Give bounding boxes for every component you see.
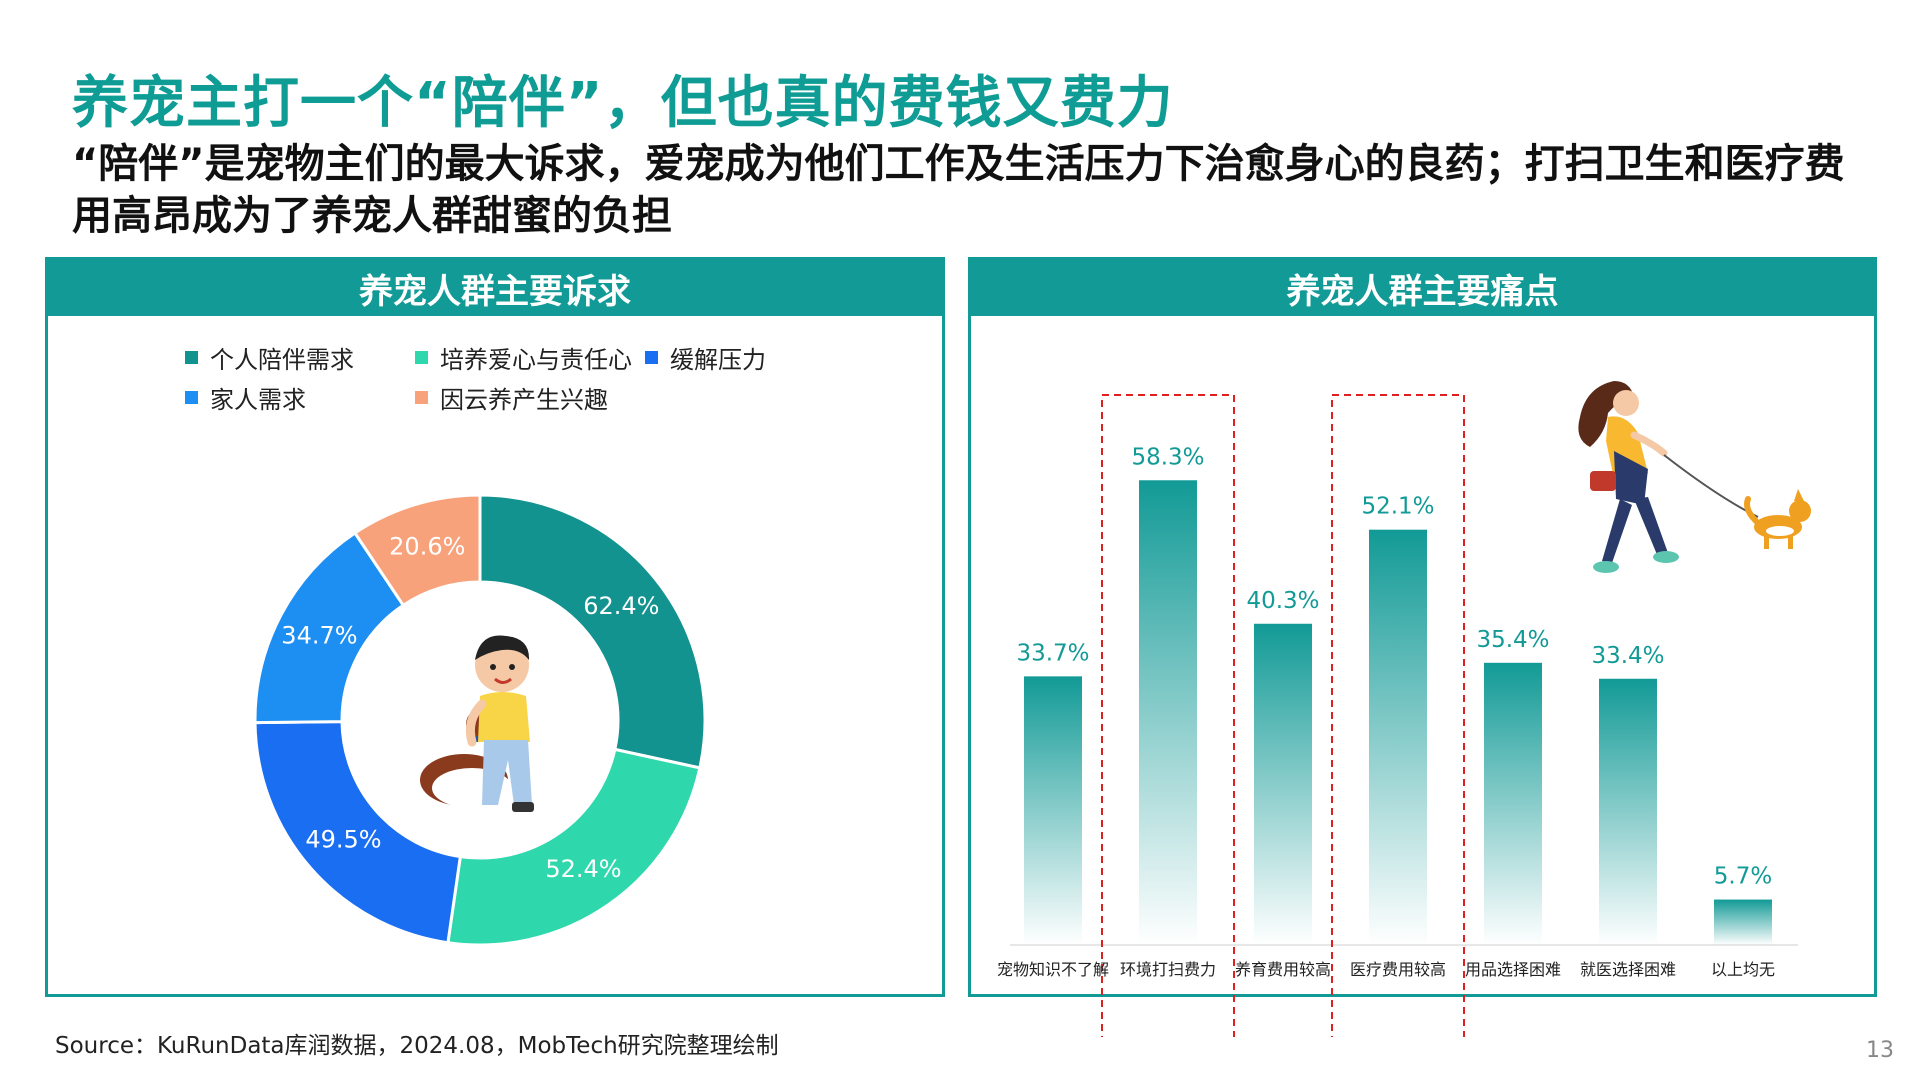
- legend-label: 培养爱心与责任心: [440, 346, 632, 374]
- donut-value-label: 52.4%: [545, 855, 621, 883]
- source-note: Source：KuRunData库润数据，2024.08，MobTech研究院整…: [55, 1033, 779, 1059]
- bar-value-label: 35.4%: [1476, 627, 1549, 653]
- legend-swatch: [185, 351, 198, 364]
- donut-segment: [446, 747, 702, 947]
- bar-category-label: 环境打扫费力: [1120, 960, 1216, 979]
- legend-swatch: [645, 351, 658, 364]
- legend-item: 培养爱心与责任心: [415, 340, 632, 375]
- highlight-box: [1101, 394, 1235, 1037]
- bar-category-label: 宠物知识不了解: [997, 960, 1109, 979]
- bar: [1139, 480, 1197, 945]
- legend-item: 个人陪伴需求: [185, 340, 354, 375]
- legend-item: 因云养产生兴趣: [415, 380, 608, 415]
- legend-label: 家人需求: [210, 386, 306, 414]
- legend-label: 缓解压力: [670, 346, 766, 374]
- left-panel-header: 养宠人群主要诉求: [48, 260, 942, 316]
- bar-value-label: 33.4%: [1591, 643, 1664, 669]
- bar-category-label: 就医选择困难: [1580, 960, 1676, 979]
- bar: [1254, 623, 1312, 945]
- legend-swatch: [415, 391, 428, 404]
- bar: [1714, 899, 1772, 945]
- bar-chart: 33.7% 58.3% 40.3% 52.1% 35.4% 33.4% 5.7% 宠物知识不…: [997, 381, 1811, 1037]
- legend-swatch: [415, 351, 428, 364]
- boy-with-dog-illustration: [420, 635, 534, 812]
- donut-value-label: 20.6%: [389, 532, 465, 560]
- bar-category-label: 用品选择困难: [1465, 960, 1561, 979]
- bar-category-label: 以上均无: [1711, 960, 1775, 979]
- donut-value-label: 62.4%: [583, 592, 659, 620]
- bar-value-label: 33.7%: [1016, 640, 1089, 666]
- bar: [1369, 529, 1427, 945]
- bar-category-label: 医疗费用较高: [1350, 960, 1446, 979]
- bar-category-label: 养育费用较高: [1235, 960, 1331, 979]
- bar-value-label: 52.1%: [1361, 494, 1434, 520]
- bar-value-label: 5.7%: [1714, 864, 1772, 890]
- donut-segment: [478, 493, 707, 770]
- donut-value-label: 34.7%: [281, 621, 357, 649]
- bar: [1484, 662, 1542, 945]
- page-title: 养宠主打一个“陪伴”，但也真的费钱又费力: [72, 71, 1174, 136]
- donut-value-label: 49.5%: [305, 826, 381, 854]
- donut-segment: [352, 493, 482, 608]
- page-number: 13: [1866, 1038, 1894, 1063]
- legend-swatch: [185, 391, 198, 404]
- bar-value-label: 58.3%: [1131, 444, 1204, 470]
- woman-walking-dog-illustration: [1578, 381, 1811, 573]
- bar-value-label: 40.3%: [1246, 588, 1319, 614]
- legend-label: 个人陪伴需求: [210, 346, 354, 374]
- page-subtitle: “陪伴”是宠物主们的最大诉求，爱宠成为他们工作及生活压力下治愈身心的良药；打扫卫…: [72, 141, 1845, 239]
- right-panel-header: 养宠人群主要痛点: [971, 260, 1874, 316]
- bar: [1024, 676, 1082, 945]
- legend-item: 家人需求: [185, 380, 306, 415]
- highlight-box: [1331, 394, 1465, 1037]
- legend-item: 缓解压力: [645, 340, 766, 375]
- bar: [1599, 678, 1657, 945]
- donut-chart: 62.4% 52.4% 49.5% 34.7% 20.6%: [253, 493, 707, 947]
- legend-label: 因云养产生兴趣: [440, 386, 608, 414]
- donut-segment: [253, 720, 463, 945]
